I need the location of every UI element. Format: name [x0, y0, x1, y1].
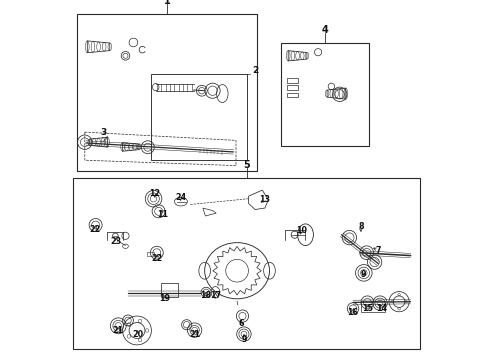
- Text: 21: 21: [112, 326, 123, 335]
- Text: 22: 22: [89, 225, 100, 234]
- Text: 18: 18: [200, 292, 211, 300]
- Text: 2: 2: [253, 66, 259, 75]
- Text: 9: 9: [361, 270, 367, 279]
- Text: 21: 21: [190, 330, 201, 338]
- Text: 11: 11: [157, 210, 168, 219]
- Bar: [288, 78, 298, 83]
- Text: 3: 3: [101, 128, 107, 136]
- Text: 17: 17: [210, 292, 221, 300]
- Text: 9: 9: [241, 335, 246, 343]
- Text: 15: 15: [363, 304, 373, 313]
- Text: 5: 5: [243, 159, 250, 170]
- Text: 16: 16: [347, 308, 359, 317]
- Text: 20: 20: [132, 330, 143, 338]
- Text: 1: 1: [164, 0, 170, 6]
- Bar: [288, 93, 298, 97]
- Bar: [73, 178, 420, 349]
- Text: 12: 12: [149, 189, 160, 198]
- Text: 7: 7: [375, 246, 381, 255]
- Bar: [151, 74, 247, 160]
- Bar: [162, 283, 178, 297]
- Bar: [281, 43, 369, 146]
- Text: 13: 13: [259, 195, 270, 204]
- Text: 10: 10: [296, 226, 307, 235]
- Text: 4: 4: [322, 24, 328, 35]
- Text: 19: 19: [160, 294, 171, 302]
- Bar: [147, 252, 153, 256]
- Text: 14: 14: [376, 304, 387, 313]
- Bar: [361, 301, 385, 312]
- Text: 24: 24: [175, 193, 187, 202]
- Text: 8: 8: [358, 222, 364, 231]
- Text: 6: 6: [239, 319, 244, 328]
- Text: 23: 23: [111, 238, 122, 246]
- Bar: [77, 14, 257, 171]
- Bar: [288, 85, 298, 90]
- Text: 22: 22: [151, 253, 162, 263]
